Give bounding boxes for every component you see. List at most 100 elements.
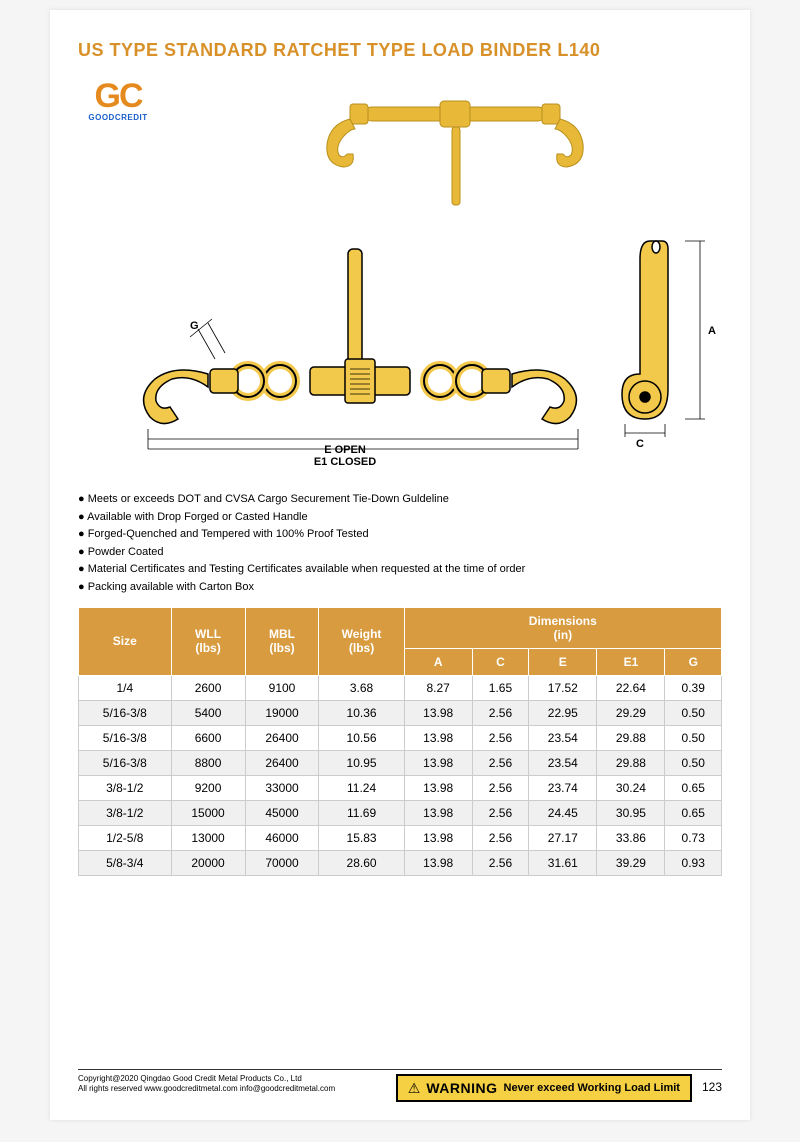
- table-cell: 8800: [171, 750, 245, 775]
- table-cell: 9200: [171, 775, 245, 800]
- feature-item: Material Certificates and Testing Certif…: [78, 561, 722, 579]
- table-cell: 23.54: [529, 725, 597, 750]
- table-cell: 2.56: [472, 700, 528, 725]
- table-cell: 23.74: [529, 775, 597, 800]
- dim-label-eopen: E OPEN: [324, 444, 366, 456]
- table-cell: 0.50: [665, 700, 722, 725]
- table-cell: 0.39: [665, 675, 722, 700]
- dim-label-g: G: [190, 320, 199, 332]
- table-cell: 28.60: [319, 850, 404, 875]
- table-cell: 2.56: [472, 725, 528, 750]
- dim-label-c: C: [636, 438, 644, 450]
- th-g: G: [665, 648, 722, 675]
- th-weight: Weight(lbs): [319, 607, 404, 675]
- table-cell: 0.73: [665, 825, 722, 850]
- table-cell: 13.98: [404, 750, 472, 775]
- technical-diagram: G E OPEN E1 CLOSED A C: [78, 219, 722, 479]
- table-cell: 30.24: [597, 775, 665, 800]
- table-cell: 13.98: [404, 725, 472, 750]
- table-cell: 0.65: [665, 800, 722, 825]
- table-cell: 1/4: [79, 675, 172, 700]
- table-row: 3/8-1/292003300011.2413.982.5623.7430.24…: [79, 775, 722, 800]
- table-cell: 46000: [245, 825, 319, 850]
- table-cell: 29.88: [597, 750, 665, 775]
- warning-text: Never exceed Working Load Limit: [504, 1081, 680, 1095]
- feature-item: Powder Coated: [78, 544, 722, 562]
- dim-label-a: A: [708, 325, 716, 337]
- table-row: 1/4260091003.688.271.6517.5222.640.39: [79, 675, 722, 700]
- table-row: 5/16-3/888002640010.9513.982.5623.5429.8…: [79, 750, 722, 775]
- table-cell: 10.36: [319, 700, 404, 725]
- th-wll: WLL(lbs): [171, 607, 245, 675]
- table-cell: 33.86: [597, 825, 665, 850]
- table-cell: 1.65: [472, 675, 528, 700]
- table-cell: 15000: [171, 800, 245, 825]
- table-row: 5/16-3/866002640010.5613.982.5623.5429.8…: [79, 725, 722, 750]
- th-c: C: [472, 648, 528, 675]
- table-cell: 45000: [245, 800, 319, 825]
- table-body: 1/4260091003.688.271.6517.5222.640.395/1…: [79, 675, 722, 875]
- table-cell: 0.65: [665, 775, 722, 800]
- page-title: US TYPE STANDARD RATCHET TYPE LOAD BINDE…: [78, 40, 722, 61]
- table-row: 5/8-3/4200007000028.6013.982.5631.6139.2…: [79, 850, 722, 875]
- th-a: A: [404, 648, 472, 675]
- page-footer: Copyright@2020 Qingdao Good Credit Metal…: [78, 1069, 722, 1102]
- th-mbl: MBL(lbs): [245, 607, 319, 675]
- table-cell: 26400: [245, 750, 319, 775]
- table-cell: 13.98: [404, 825, 472, 850]
- table-cell: 30.95: [597, 800, 665, 825]
- page-number: 123: [702, 1080, 722, 1096]
- table-cell: 26400: [245, 725, 319, 750]
- feature-item: Packing available with Carton Box: [78, 579, 722, 597]
- table-cell: 19000: [245, 700, 319, 725]
- logo-main: GC: [78, 79, 158, 113]
- table-cell: 6600: [171, 725, 245, 750]
- table-cell: 23.54: [529, 750, 597, 775]
- warning-label: WARNING: [426, 1079, 497, 1097]
- table-cell: 29.29: [597, 700, 665, 725]
- table-cell: 70000: [245, 850, 319, 875]
- table-cell: 2600: [171, 675, 245, 700]
- table-cell: 17.52: [529, 675, 597, 700]
- table-cell: 9100: [245, 675, 319, 700]
- th-e: E: [529, 648, 597, 675]
- warning-box: ⚠ WARNING Never exceed Working Load Limi…: [396, 1074, 692, 1102]
- table-cell: 0.50: [665, 750, 722, 775]
- table-row: 1/2-5/8130004600015.8313.982.5627.1733.8…: [79, 825, 722, 850]
- table-cell: 39.29: [597, 850, 665, 875]
- table-cell: 3.68: [319, 675, 404, 700]
- table-cell: 1/2-5/8: [79, 825, 172, 850]
- table-cell: 3/8-1/2: [79, 775, 172, 800]
- table-cell: 2.56: [472, 800, 528, 825]
- table-cell: 15.83: [319, 825, 404, 850]
- table-cell: 31.61: [529, 850, 597, 875]
- table-cell: 22.95: [529, 700, 597, 725]
- footer-left: Copyright@2020 Qingdao Good Credit Metal…: [78, 1074, 396, 1095]
- feature-list: Meets or exceeds DOT and CVSA Cargo Secu…: [78, 491, 722, 597]
- header-row: GC GOODCREDIT: [78, 79, 722, 209]
- table-cell: 29.88: [597, 725, 665, 750]
- table-cell: 13.98: [404, 700, 472, 725]
- table-cell: 5/8-3/4: [79, 850, 172, 875]
- product-photo: [188, 79, 722, 209]
- table-cell: 33000: [245, 775, 319, 800]
- table-row: 3/8-1/2150004500011.6913.982.5624.4530.9…: [79, 800, 722, 825]
- dim-label-eclosed: E1 CLOSED: [314, 456, 376, 468]
- table-cell: 5400: [171, 700, 245, 725]
- th-size: Size: [79, 607, 172, 675]
- table-cell: 11.69: [319, 800, 404, 825]
- feature-item: Forged-Quenched and Tempered with 100% P…: [78, 526, 722, 544]
- table-cell: 13.98: [404, 800, 472, 825]
- rights: All rights reserved www.goodcreditmetal.…: [78, 1084, 396, 1094]
- th-dimensions: Dimensions(in): [404, 607, 721, 648]
- table-cell: 5/16-3/8: [79, 700, 172, 725]
- table-cell: 0.50: [665, 725, 722, 750]
- brand-logo: GC GOODCREDIT: [78, 79, 158, 122]
- table-cell: 13.98: [404, 850, 472, 875]
- table-cell: 27.17: [529, 825, 597, 850]
- logo-subtitle: GOODCREDIT: [78, 113, 158, 122]
- table-cell: 2.56: [472, 750, 528, 775]
- feature-item: Available with Drop Forged or Casted Han…: [78, 509, 722, 527]
- th-e1: E1: [597, 648, 665, 675]
- table-row: 5/16-3/854001900010.3613.982.5622.9529.2…: [79, 700, 722, 725]
